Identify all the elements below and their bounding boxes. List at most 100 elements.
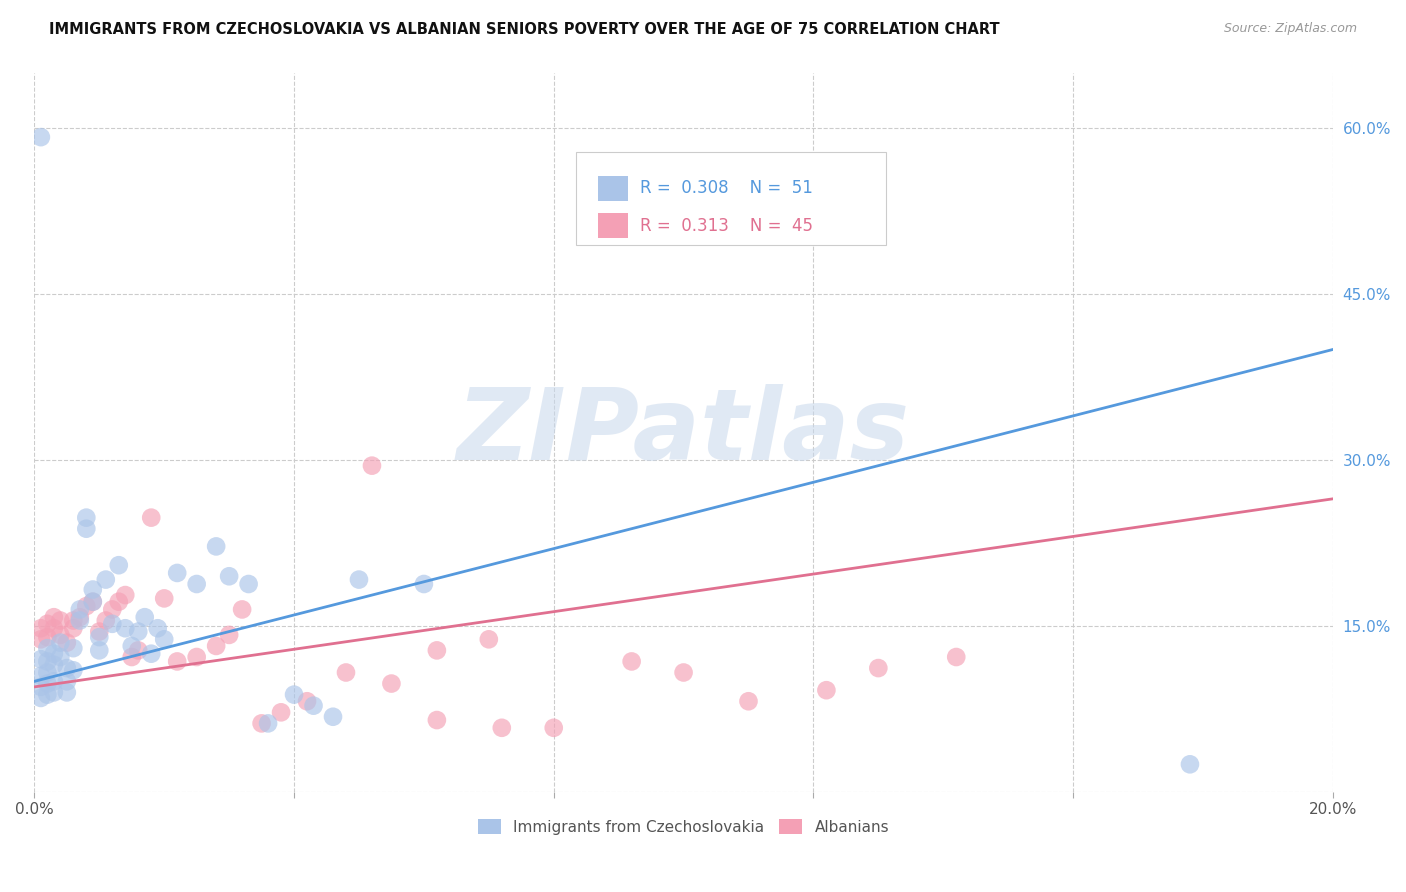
Point [42, 647, 65, 661]
Point [30, 652, 52, 666]
Point [62, 621, 84, 635]
Point [141, 510, 163, 524]
Point [737, 694, 759, 708]
Text: ZIPatlas: ZIPatlas [457, 384, 910, 481]
Point [49, 628, 72, 642]
Point [121, 639, 143, 653]
Point [42, 674, 65, 689]
Point [250, 716, 273, 731]
Point [56, 685, 79, 699]
Point [231, 602, 253, 616]
Point [37, 630, 59, 644]
Point [62, 614, 84, 628]
Point [218, 569, 240, 583]
Point [94, 573, 117, 587]
Point [62, 663, 84, 677]
Point [69, 614, 91, 628]
Point [335, 665, 357, 680]
Point [426, 643, 449, 657]
Point [49, 650, 72, 665]
Text: IMMIGRANTS FROM CZECHOSLOVAKIA VS ALBANIAN SENIORS POVERTY OVER THE AGE OF 75 CO: IMMIGRANTS FROM CZECHOSLOVAKIA VS ALBANI… [49, 22, 1000, 37]
Point [361, 458, 384, 473]
Point [815, 683, 838, 698]
Point [62, 641, 84, 656]
Point [134, 610, 156, 624]
Point [270, 706, 292, 720]
Point [69, 602, 91, 616]
Point [30, 130, 52, 145]
Point [37, 641, 59, 656]
Point [75, 599, 97, 614]
Point [42, 685, 65, 699]
Point [30, 690, 52, 705]
Point [218, 628, 240, 642]
Point [75, 510, 97, 524]
Point [49, 614, 72, 628]
Point [49, 635, 72, 649]
Point [107, 595, 129, 609]
Point [543, 721, 565, 735]
Point [114, 588, 136, 602]
Point [166, 655, 188, 669]
Point [107, 558, 129, 573]
Point [37, 655, 59, 669]
Text: R =  0.313    N =  45: R = 0.313 N = 45 [640, 217, 813, 235]
Point [491, 721, 513, 735]
Point [347, 573, 370, 587]
Point [205, 639, 228, 653]
Point [322, 710, 344, 724]
Point [478, 632, 501, 647]
Point [101, 616, 124, 631]
Point [42, 610, 65, 624]
Point [426, 713, 449, 727]
Point [114, 621, 136, 635]
Point [30, 669, 52, 683]
Point [283, 688, 305, 702]
Point [30, 680, 52, 694]
Point [82, 582, 104, 597]
Point [56, 635, 79, 649]
Point [672, 665, 695, 680]
Point [101, 602, 124, 616]
Point [121, 650, 143, 665]
Point [42, 621, 65, 635]
Point [127, 643, 149, 657]
Point [127, 624, 149, 639]
Point [89, 630, 111, 644]
Point [141, 647, 163, 661]
Point [620, 655, 643, 669]
Point [56, 661, 79, 675]
Point [75, 522, 97, 536]
Point [146, 621, 169, 635]
Point [30, 621, 52, 635]
Point [37, 676, 59, 690]
Point [89, 643, 111, 657]
Point [153, 632, 176, 647]
Point [257, 716, 280, 731]
Point [1178, 757, 1201, 772]
Point [30, 632, 52, 647]
Point [238, 577, 260, 591]
Point [69, 610, 91, 624]
Text: Source: ZipAtlas.com: Source: ZipAtlas.com [1223, 22, 1357, 36]
Point [295, 694, 318, 708]
Point [89, 624, 111, 639]
Point [945, 650, 967, 665]
Point [82, 595, 104, 609]
Point [37, 688, 59, 702]
Point [868, 661, 890, 675]
Point [186, 650, 208, 665]
Point [42, 657, 65, 672]
Point [153, 591, 176, 606]
Point [94, 614, 117, 628]
Point [412, 577, 434, 591]
Point [380, 676, 402, 690]
Legend: Immigrants from Czechoslovakia, Albanians: Immigrants from Czechoslovakia, Albanian… [478, 819, 889, 835]
Point [82, 595, 104, 609]
Point [56, 674, 79, 689]
Text: R =  0.308    N =  51: R = 0.308 N = 51 [640, 179, 813, 197]
Point [186, 577, 208, 591]
Point [166, 566, 188, 580]
Point [37, 616, 59, 631]
Point [205, 540, 228, 554]
